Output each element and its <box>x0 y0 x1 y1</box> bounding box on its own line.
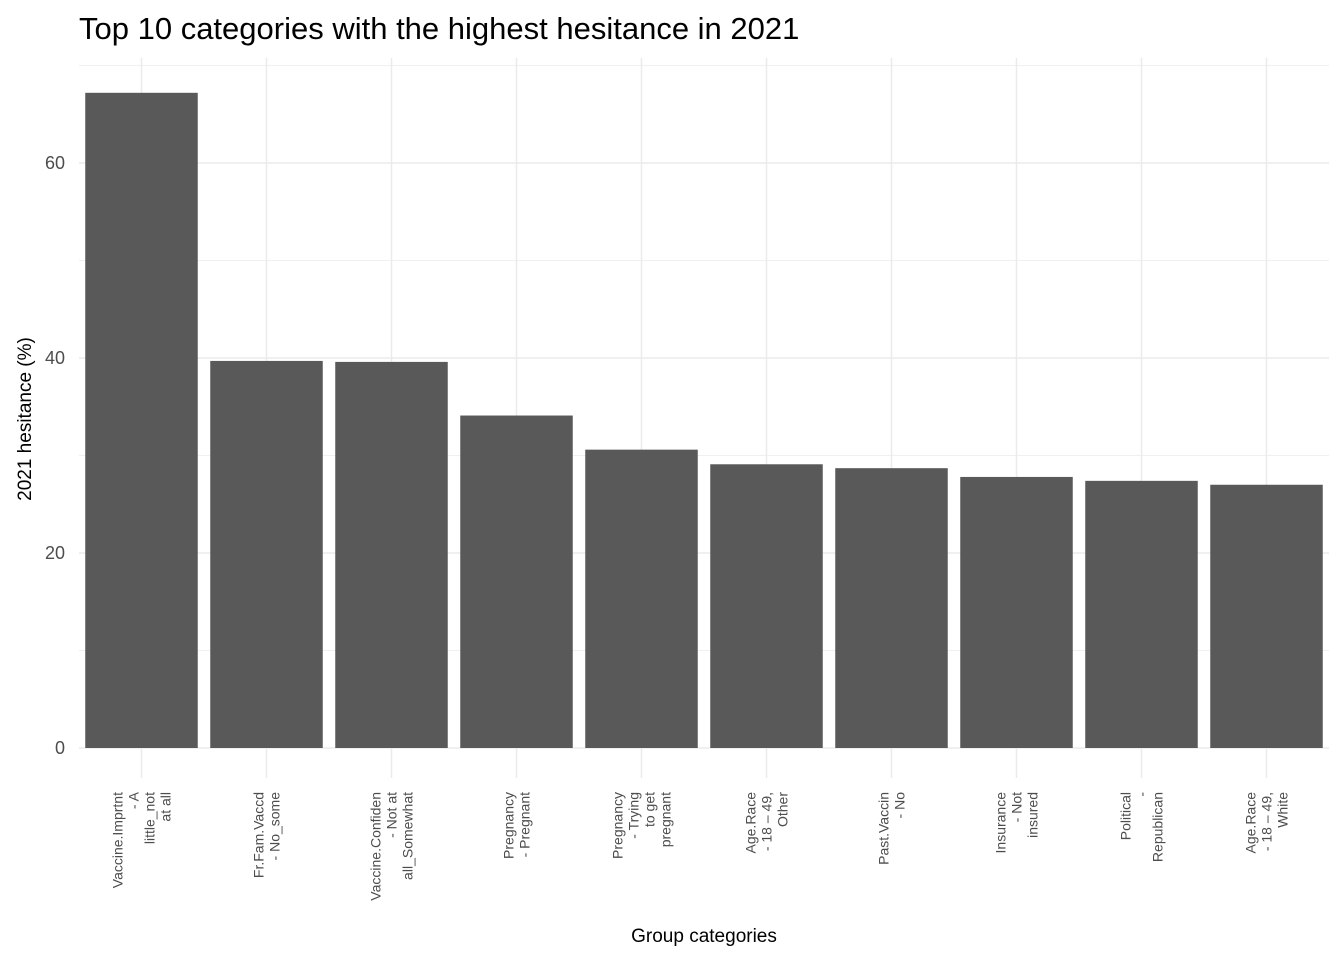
bar <box>460 415 573 748</box>
x-tick-label-line: - Not at <box>384 792 400 838</box>
x-tick-label-line: Pregnancy <box>501 792 517 859</box>
bar <box>335 361 448 748</box>
x-tick-label-line: - No_some <box>267 792 283 861</box>
x-tick-label: Age.Race - 18 – 49, White <box>1243 792 1291 854</box>
x-tick-label-line: Past.Vaccin <box>876 792 892 865</box>
bar <box>210 360 323 748</box>
bar <box>1085 480 1198 748</box>
x-tick-label: Vaccine.Confiden - Not at all_Somewhat <box>368 792 416 901</box>
bar <box>710 464 823 748</box>
x-tick-label-line: - 18 – 49, <box>759 792 775 851</box>
bar <box>835 468 948 748</box>
x-tick-label-line: all_Somewhat <box>400 792 416 880</box>
x-tick-label-line: insured <box>1025 792 1041 838</box>
x-tick-label-line: Vaccine.Confiden <box>368 792 384 901</box>
x-tick-label-line: to get <box>642 792 658 827</box>
bar <box>85 92 198 749</box>
x-tick-label-line: - Pregnant <box>517 792 533 857</box>
x-tick-label-line: Pregnancy <box>610 792 626 859</box>
x-tick-label: Insurance - Not insured <box>993 792 1041 854</box>
x-tick-label-line: Vaccine.Imprtnt <box>110 792 126 888</box>
x-tick-label-line: Republican <box>1150 792 1166 862</box>
x-axis-title: Group categories <box>631 926 777 947</box>
y-tick-label: 40 <box>45 348 65 368</box>
y-tick-label: 20 <box>45 543 65 563</box>
x-tick-label-line: little_not <box>142 792 158 844</box>
x-tick-label-line: at all <box>158 792 174 822</box>
x-tick-label-line: - Not <box>1009 792 1025 822</box>
bars <box>85 92 1323 749</box>
x-tick-label-line: Other <box>775 792 791 827</box>
x-tick-label: Past.Vaccin - No <box>876 792 908 865</box>
x-tick-label: Political - Republican <box>1118 792 1166 862</box>
x-tick-label-line: Insurance <box>993 792 1009 854</box>
y-axis-title: 2021 hesitance (%) <box>15 337 36 501</box>
chart-title: Top 10 categories with the highest hesit… <box>79 11 799 46</box>
x-tick-label-line: - Trying <box>626 792 642 839</box>
y-tick-label: 0 <box>55 738 65 758</box>
x-tick-label-line: - <box>1134 792 1150 797</box>
bar <box>960 476 1073 748</box>
x-tick-label-line: - A <box>126 791 142 809</box>
x-tick-label: Pregnancy - Trying to get pregnant <box>610 792 674 859</box>
bar <box>1210 484 1323 748</box>
x-tick-label-line: White <box>1275 792 1291 828</box>
y-axis-ticks: 0 20 40 60 <box>45 153 65 758</box>
x-tick-label-line: - 18 – 49, <box>1259 792 1275 851</box>
x-tick-label: Pregnancy - Pregnant <box>501 792 533 859</box>
x-tick-label: Fr.Fam.Vaccd - No_some <box>251 792 283 878</box>
bar <box>585 449 698 748</box>
x-tick-label-line: Age.Race <box>743 792 759 854</box>
x-tick-label-line: Fr.Fam.Vaccd <box>251 792 267 878</box>
x-tick-label-line: pregnant <box>658 792 674 847</box>
x-tick-label-line: - No <box>892 792 908 819</box>
y-tick-label: 60 <box>45 153 65 173</box>
x-tick-label-line: Political <box>1118 792 1134 840</box>
x-tick-label-line: Age.Race <box>1243 792 1259 854</box>
x-tick-label: Age.Race - 18 – 49, Other <box>743 792 791 854</box>
